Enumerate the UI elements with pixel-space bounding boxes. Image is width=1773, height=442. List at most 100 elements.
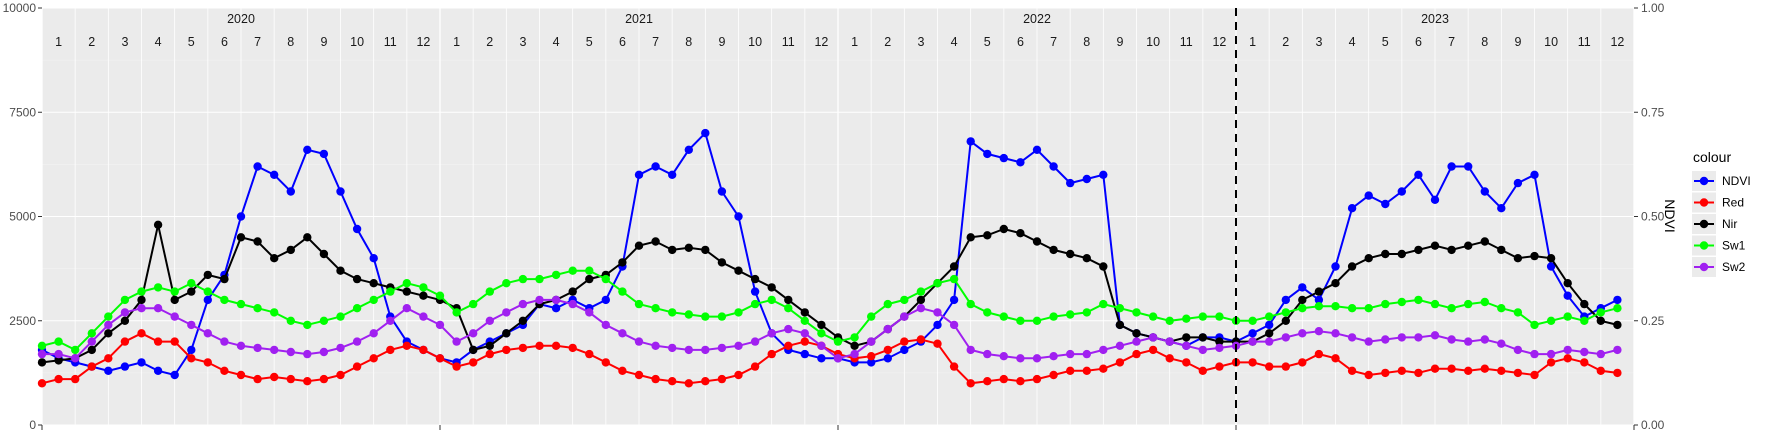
data-point-nir [618, 258, 627, 267]
data-point-sw2 [867, 337, 876, 346]
month-label: 6 [619, 35, 626, 49]
y-right-tick-label: 0.75 [1641, 105, 1665, 119]
data-point-sw1 [452, 308, 461, 317]
data-point-red [220, 366, 229, 375]
data-point-red [1447, 364, 1456, 373]
data-point-red [120, 337, 130, 346]
data-point-sw2 [1596, 349, 1606, 359]
data-point-red [386, 345, 395, 355]
data-point-sw2 [634, 337, 644, 346]
data-point-ndvi [1049, 162, 1058, 171]
data-point-sw1 [933, 279, 942, 288]
data-point-sw1 [1331, 302, 1340, 311]
data-point-nir [286, 245, 295, 255]
data-point-red [1596, 366, 1606, 375]
data-point-sw1 [568, 266, 577, 275]
data-point-sw1 [1049, 312, 1058, 321]
month-label: 10 [350, 35, 364, 49]
data-point-nir [1497, 245, 1506, 255]
data-point-red [618, 366, 627, 375]
data-point-nir [634, 241, 644, 250]
data-point-sw1 [1381, 299, 1390, 309]
data-point-sw1 [386, 287, 395, 296]
data-point-red [518, 343, 528, 353]
data-point-ndvi [1447, 162, 1456, 171]
month-label: 2 [884, 35, 891, 49]
data-point-ndvi [187, 345, 196, 355]
data-point-nir [668, 245, 677, 255]
data-point-red [71, 374, 80, 384]
data-point-sw2 [369, 329, 378, 338]
data-point-ndvi [900, 345, 909, 355]
data-point-sw1 [867, 312, 876, 321]
data-point-nir [1066, 249, 1075, 259]
y-right-tick-label: 0.00 [1641, 418, 1665, 432]
month-label: 1 [1249, 35, 1256, 49]
month-label: 3 [121, 35, 128, 49]
data-point-red [452, 362, 461, 371]
data-point-red [601, 358, 610, 367]
data-point-sw1 [916, 287, 926, 296]
data-point-red [203, 358, 212, 367]
data-point-sw1 [734, 308, 743, 317]
legend-key-point [1699, 262, 1709, 272]
legend-key-point [1699, 176, 1709, 186]
data-point-sw2 [1414, 333, 1423, 342]
legend-label: Sw1 [1722, 239, 1746, 253]
data-point-sw2 [949, 320, 959, 330]
data-point-ndvi [303, 145, 312, 154]
month-label: 5 [586, 35, 593, 49]
month-label: 4 [1349, 35, 1356, 49]
month-label: 3 [519, 35, 526, 49]
month-label: 6 [1017, 35, 1024, 49]
data-point-sw2 [1265, 337, 1274, 346]
data-point-red [1281, 362, 1291, 371]
data-point-sw2 [1099, 345, 1108, 355]
data-point-nir [1298, 295, 1307, 305]
month-label: 5 [188, 35, 195, 49]
data-point-nir [402, 287, 411, 296]
data-point-sw2 [1430, 331, 1440, 340]
data-point-ndvi [651, 162, 660, 171]
month-label: 4 [155, 35, 162, 49]
data-point-red [784, 341, 793, 350]
data-point-nir [1381, 249, 1390, 259]
data-point-red [54, 374, 63, 384]
data-point-red [1364, 370, 1373, 380]
month-label: 3 [917, 35, 924, 49]
month-label: 1 [453, 35, 460, 49]
data-point-nir [1613, 320, 1622, 330]
data-point-sw1 [1182, 314, 1191, 323]
data-point-nir [568, 287, 577, 296]
data-point-ndvi [286, 187, 295, 196]
data-point-sw1 [518, 274, 528, 284]
data-point-red [551, 341, 561, 350]
data-point-red [1347, 366, 1357, 375]
data-point-sw2 [1331, 329, 1340, 338]
data-point-sw2 [1381, 335, 1390, 344]
data-point-red [1580, 358, 1589, 367]
data-point-nir [203, 270, 212, 280]
data-point-red [800, 337, 809, 346]
data-point-ndvi [104, 366, 113, 375]
data-point-nir [983, 231, 992, 240]
data-point-sw1 [187, 279, 196, 288]
data-point-sw1 [1099, 299, 1108, 309]
data-point-sw2 [916, 304, 926, 313]
month-label: 8 [1481, 35, 1488, 49]
data-point-sw2 [270, 345, 279, 355]
data-point-sw2 [435, 320, 445, 330]
data-point-nir [153, 220, 163, 229]
data-point-sw1 [833, 337, 843, 346]
data-point-red [949, 362, 959, 371]
data-point-nir [784, 295, 793, 305]
data-point-nir [684, 243, 693, 252]
data-point-ndvi [1248, 329, 1257, 338]
month-label: 8 [685, 35, 692, 49]
data-point-sw2 [717, 343, 727, 353]
data-point-sw1 [402, 279, 411, 288]
month-label: 5 [984, 35, 991, 49]
month-label: 7 [254, 35, 261, 49]
data-point-ndvi [1513, 178, 1523, 188]
